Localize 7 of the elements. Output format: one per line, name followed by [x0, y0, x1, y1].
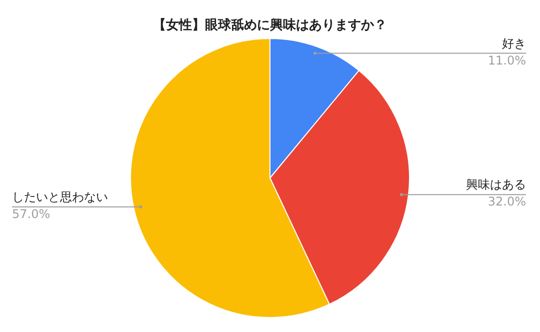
data-label: 11.0% [488, 53, 526, 68]
data-label: 57.0% [12, 207, 50, 222]
chart-title: 【女性】眼球舐めに興味はありますか？ [152, 17, 388, 34]
slice-label: したいと思わない [12, 190, 108, 204]
slice-label: 好き [502, 36, 526, 50]
slice-label: 興味はある [466, 178, 526, 192]
data-label: 32.0% [488, 194, 526, 209]
